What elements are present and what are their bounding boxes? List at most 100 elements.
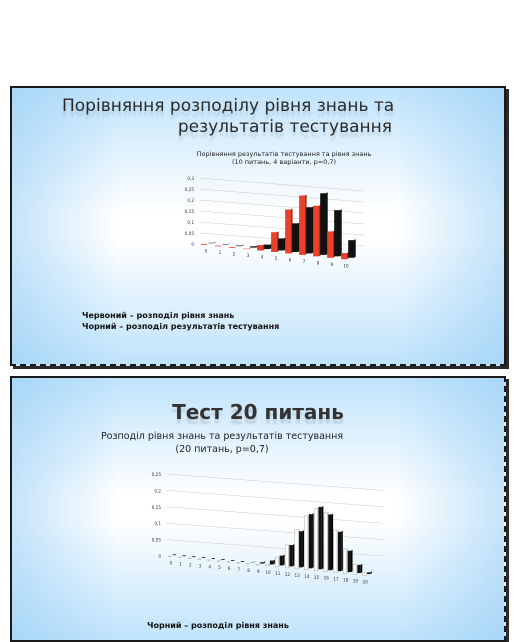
bar	[192, 556, 195, 557]
bar	[348, 551, 351, 572]
x-tick-label: 0	[205, 249, 208, 254]
x-tick-label: 3	[247, 253, 250, 258]
bar-side	[322, 506, 324, 569]
x-tick-label: 4	[261, 255, 264, 260]
bar	[280, 556, 283, 566]
bar	[299, 531, 302, 567]
bar-side	[361, 564, 363, 573]
x-tick-label: 5	[218, 565, 221, 570]
bar	[313, 206, 319, 257]
bar	[173, 554, 176, 555]
bar-side	[254, 561, 256, 562]
y-tick-label: 0,1	[187, 220, 194, 225]
legend-black-note: Чорний – розподіл рівня знань	[147, 620, 289, 631]
bar-side	[249, 248, 251, 249]
bar	[198, 559, 201, 560]
bar	[306, 207, 312, 253]
bar-side	[283, 555, 285, 566]
x-tick-label: 0	[170, 560, 173, 565]
bar	[227, 562, 230, 563]
x-tick-label: 8	[317, 260, 320, 265]
bar	[178, 557, 181, 558]
bar-side	[354, 239, 356, 258]
y-tick-label: 0,05	[185, 231, 195, 236]
bar-side	[340, 209, 342, 256]
x-tick-label: 6	[289, 257, 292, 262]
y-tick-label: 0	[191, 242, 194, 247]
bar	[257, 245, 263, 251]
bar	[278, 238, 284, 250]
slide-2-title: Тест 20 питань	[12, 400, 504, 424]
chart-1: Порівняння результатів тестування та рів…	[162, 148, 392, 288]
bar	[217, 561, 220, 562]
gridline	[167, 523, 383, 539]
bar	[270, 561, 273, 565]
bar	[341, 253, 347, 259]
bar	[367, 572, 370, 574]
x-tick-label: 10	[265, 570, 271, 575]
bar	[305, 516, 308, 570]
bar	[207, 560, 210, 561]
slide-1-title-line-1: Порівняння розподілу рівня знань та	[62, 96, 394, 117]
x-tick-label: 3	[199, 563, 202, 568]
bar	[309, 514, 312, 568]
bar	[256, 564, 259, 565]
y-tick-label: 0,15	[185, 209, 195, 214]
bar	[169, 556, 172, 557]
x-tick-label: 1	[219, 250, 222, 255]
bar-side	[351, 550, 353, 572]
x-tick-label: 1	[179, 561, 182, 566]
y-tick-label: 0,25	[185, 187, 195, 192]
x-tick-label: 8	[247, 568, 250, 573]
x-tick-label: 20	[362, 580, 368, 585]
bar	[229, 247, 235, 248]
x-tick-label: 4	[208, 564, 211, 569]
bar	[202, 557, 205, 558]
bar	[338, 532, 341, 571]
bar	[289, 545, 292, 566]
bar	[264, 245, 270, 249]
slide-2-legend: Чорний – розподіл рівня знань	[147, 620, 289, 631]
x-tick-label: 5	[275, 256, 278, 261]
slide-2-subtitle: Розподіл рівня знань та результатів тест…	[92, 430, 352, 456]
bar	[328, 514, 331, 570]
x-tick-label: 6	[228, 566, 231, 571]
x-tick-label: 9	[331, 262, 334, 267]
bar	[231, 560, 234, 561]
bar-side	[214, 242, 216, 243]
slide-1-title-line-2: результатів тестування	[178, 117, 392, 138]
x-tick-label: 7	[303, 259, 306, 264]
bar-side	[228, 243, 230, 244]
bar	[357, 565, 360, 573]
x-tick-label: 12	[285, 572, 291, 577]
x-tick-label: 15	[314, 575, 320, 580]
bar	[299, 196, 305, 255]
x-tick-label: 9	[257, 569, 260, 574]
x-tick-label: 13	[294, 573, 300, 578]
legend-black-note: Чорний – розподіл результатів тестування	[82, 321, 279, 332]
bar	[295, 529, 298, 568]
bar-side	[273, 560, 275, 565]
bar-side	[341, 531, 343, 571]
bar	[334, 210, 340, 256]
bar	[201, 244, 207, 245]
legend-red-note: Червоний – розподіл рівня знань	[82, 310, 279, 321]
gridline	[167, 474, 383, 490]
gridline	[200, 178, 364, 191]
bar-side	[293, 544, 295, 566]
bar	[246, 563, 249, 564]
bar	[215, 246, 221, 247]
slide-2: Тест 20 питань Розподіл рівня знань та р…	[10, 376, 506, 642]
bar	[319, 507, 322, 569]
bar-side	[312, 513, 314, 568]
bar-side	[259, 563, 261, 565]
bar	[327, 231, 333, 257]
x-tick-label: 14	[304, 574, 310, 579]
bar	[212, 558, 215, 559]
y-tick-label: 0,25	[152, 472, 162, 477]
slide-1: Порівняння розподілу рівня знань та резу…	[10, 86, 506, 366]
bar	[324, 513, 327, 572]
chart-title: Порівняння результатів тестування та рів…	[197, 150, 372, 166]
x-tick-label: 16	[324, 576, 330, 581]
